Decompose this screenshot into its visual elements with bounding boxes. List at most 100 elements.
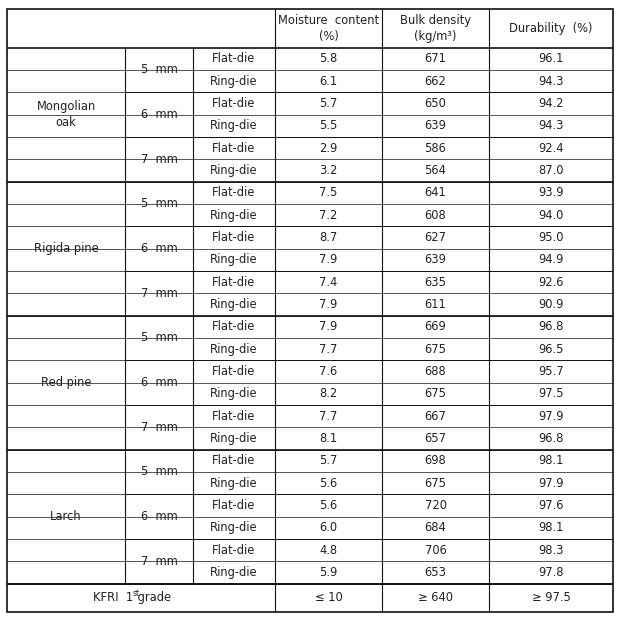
Text: 641: 641 xyxy=(425,186,446,199)
Text: Flat-die: Flat-die xyxy=(212,186,255,199)
Text: ≥ 97.5: ≥ 97.5 xyxy=(531,591,570,604)
Text: 639: 639 xyxy=(425,253,446,266)
Text: Ring-die: Ring-die xyxy=(210,209,258,222)
Text: Flat-die: Flat-die xyxy=(212,52,255,65)
Text: 5  mm: 5 mm xyxy=(141,197,177,210)
Text: 92.4: 92.4 xyxy=(538,142,564,155)
Text: 90.9: 90.9 xyxy=(538,298,564,311)
Text: 5.5: 5.5 xyxy=(319,119,338,132)
Text: 657: 657 xyxy=(425,432,446,445)
Text: st: st xyxy=(133,589,140,599)
Text: 97.8: 97.8 xyxy=(538,566,564,579)
Text: 653: 653 xyxy=(425,566,446,579)
Text: 94.9: 94.9 xyxy=(538,253,564,266)
Text: 6.0: 6.0 xyxy=(319,521,337,534)
Text: KFRI  1: KFRI 1 xyxy=(93,591,133,604)
Text: Bulk density
(kg/m³): Bulk density (kg/m³) xyxy=(400,14,471,43)
Text: 97.9: 97.9 xyxy=(538,477,564,490)
Text: Larch: Larch xyxy=(50,510,82,523)
Text: 94.3: 94.3 xyxy=(538,74,564,87)
Text: 5.7: 5.7 xyxy=(319,97,338,110)
Text: 94.0: 94.0 xyxy=(538,209,564,222)
Text: 8.1: 8.1 xyxy=(319,432,337,445)
Text: Ring-die: Ring-die xyxy=(210,298,258,311)
Text: Flat-die: Flat-die xyxy=(212,97,255,110)
Text: Ring-die: Ring-die xyxy=(210,164,258,177)
Text: 7.9: 7.9 xyxy=(319,253,338,266)
Text: Red pine: Red pine xyxy=(41,376,91,389)
Text: 650: 650 xyxy=(425,97,446,110)
Text: 611: 611 xyxy=(425,298,446,311)
Text: Mongolian
oak: Mongolian oak xyxy=(37,100,95,129)
Text: Ring-die: Ring-die xyxy=(210,253,258,266)
Text: 98.3: 98.3 xyxy=(538,543,564,556)
Text: 7.2: 7.2 xyxy=(319,209,338,222)
Text: 5  mm: 5 mm xyxy=(141,331,177,344)
Text: 7  mm: 7 mm xyxy=(141,153,177,166)
Text: 688: 688 xyxy=(425,365,446,378)
Text: 98.1: 98.1 xyxy=(538,521,564,534)
Text: 96.8: 96.8 xyxy=(538,432,564,445)
Text: 662: 662 xyxy=(425,74,446,87)
Text: 5  mm: 5 mm xyxy=(141,465,177,478)
Text: Flat-die: Flat-die xyxy=(212,275,255,288)
Text: 675: 675 xyxy=(425,477,446,490)
Text: Ring-die: Ring-die xyxy=(210,74,258,87)
Text: 608: 608 xyxy=(425,209,446,222)
Text: 8.2: 8.2 xyxy=(319,387,338,400)
Text: 98.1: 98.1 xyxy=(538,454,564,467)
Text: 6  mm: 6 mm xyxy=(141,376,177,389)
Text: Ring-die: Ring-die xyxy=(210,521,258,534)
Text: 720: 720 xyxy=(425,499,446,512)
Text: Rigida pine: Rigida pine xyxy=(33,242,99,255)
Text: 6.1: 6.1 xyxy=(319,74,337,87)
Text: 6  mm: 6 mm xyxy=(141,108,177,121)
Text: Ring-die: Ring-die xyxy=(210,387,258,400)
Text: 675: 675 xyxy=(425,342,446,355)
Text: 7.7: 7.7 xyxy=(319,410,338,423)
Text: 5.6: 5.6 xyxy=(319,499,338,512)
Text: 95.0: 95.0 xyxy=(538,231,564,244)
Text: 7.6: 7.6 xyxy=(319,365,338,378)
Text: 586: 586 xyxy=(425,142,446,155)
Text: 4.8: 4.8 xyxy=(319,543,337,556)
Text: 94.3: 94.3 xyxy=(538,119,564,132)
Text: 97.6: 97.6 xyxy=(538,499,564,512)
Text: Flat-die: Flat-die xyxy=(212,454,255,467)
Text: 6  mm: 6 mm xyxy=(141,242,177,255)
Text: Flat-die: Flat-die xyxy=(212,365,255,378)
Text: 7.5: 7.5 xyxy=(319,186,338,199)
Text: 8.7: 8.7 xyxy=(319,231,338,244)
Text: 96.1: 96.1 xyxy=(538,52,564,65)
Text: 564: 564 xyxy=(425,164,446,177)
Text: 635: 635 xyxy=(425,275,446,288)
Text: 7  mm: 7 mm xyxy=(141,287,177,300)
Text: Moisture  content
(%): Moisture content (%) xyxy=(278,14,379,43)
Text: 97.9: 97.9 xyxy=(538,410,564,423)
Text: 92.6: 92.6 xyxy=(538,275,564,288)
Text: 7  mm: 7 mm xyxy=(141,555,177,568)
Text: 93.9: 93.9 xyxy=(538,186,564,199)
Text: ≤ 10: ≤ 10 xyxy=(314,591,342,604)
Text: 87.0: 87.0 xyxy=(538,164,564,177)
Text: 639: 639 xyxy=(425,119,446,132)
Text: 675: 675 xyxy=(425,387,446,400)
Text: 5.6: 5.6 xyxy=(319,477,338,490)
Text: Ring-die: Ring-die xyxy=(210,566,258,579)
Text: 667: 667 xyxy=(425,410,446,423)
Text: Flat-die: Flat-die xyxy=(212,499,255,512)
Text: 7.9: 7.9 xyxy=(319,320,338,333)
Text: Flat-die: Flat-die xyxy=(212,142,255,155)
Text: 94.2: 94.2 xyxy=(538,97,564,110)
Text: Durability  (%): Durability (%) xyxy=(509,22,593,35)
Text: 698: 698 xyxy=(425,454,446,467)
Text: Ring-die: Ring-die xyxy=(210,432,258,445)
Text: 97.5: 97.5 xyxy=(538,387,564,400)
Text: Ring-die: Ring-die xyxy=(210,342,258,355)
Text: 627: 627 xyxy=(425,231,446,244)
Text: 5.9: 5.9 xyxy=(319,566,338,579)
Text: 7.4: 7.4 xyxy=(319,275,338,288)
Text: 5.8: 5.8 xyxy=(319,52,338,65)
Text: 96.5: 96.5 xyxy=(538,342,564,355)
Text: 96.8: 96.8 xyxy=(538,320,564,333)
